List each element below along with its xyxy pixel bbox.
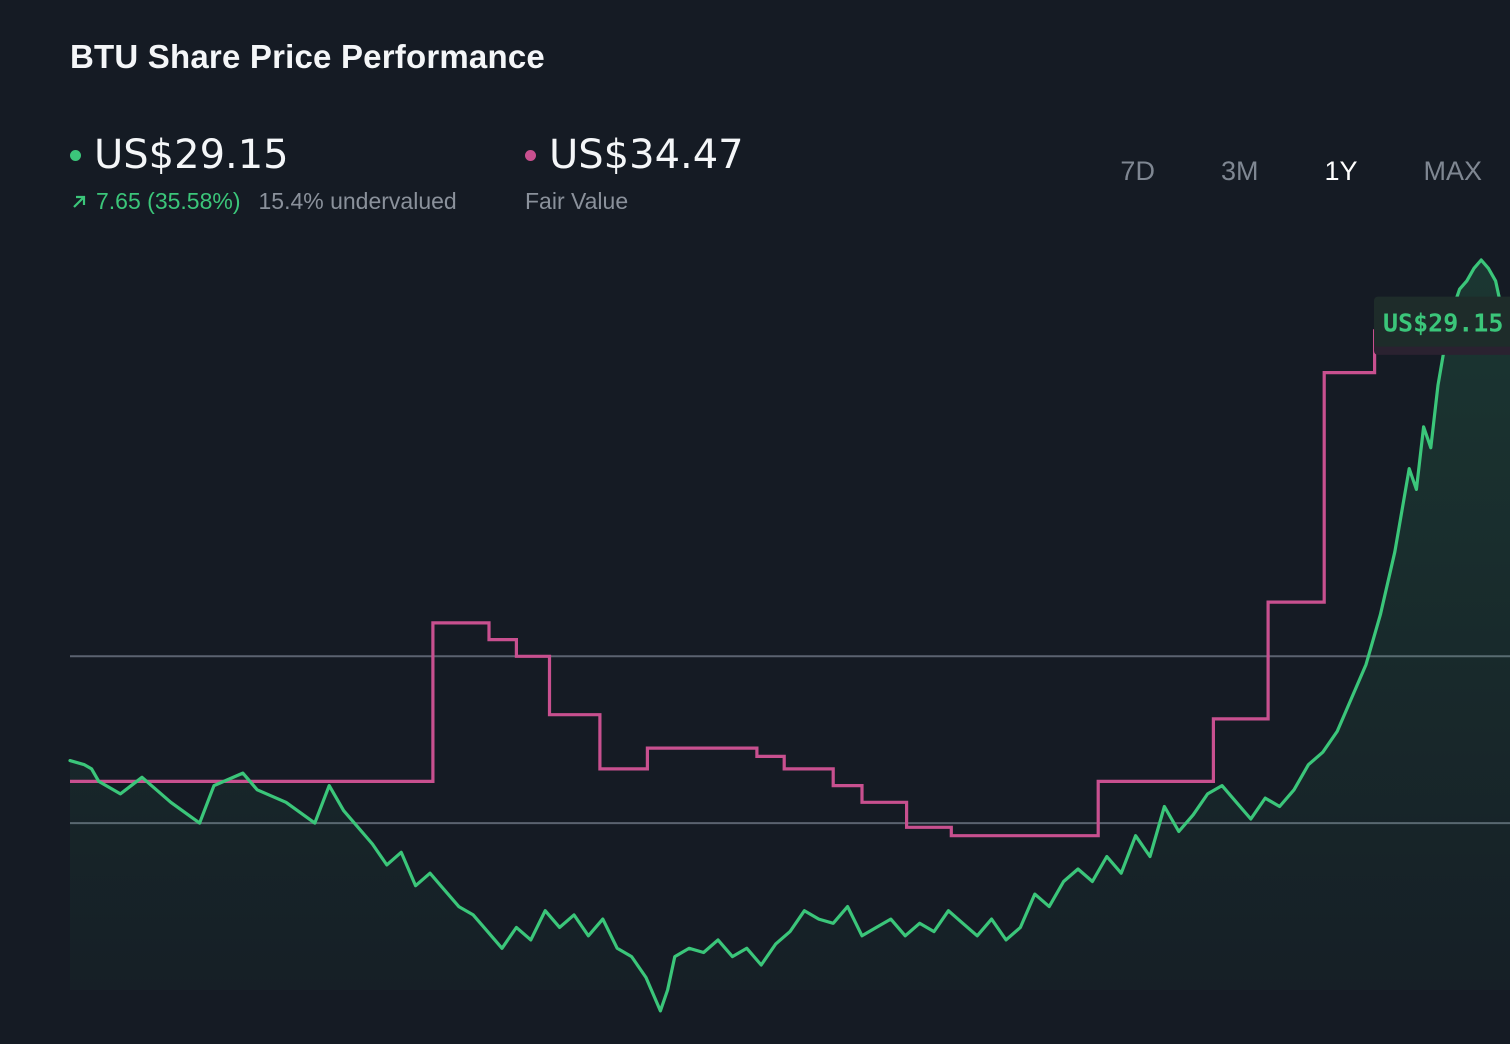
price-stat: US$29.15 7.65 (35.58%) 15.4% undervalued xyxy=(70,132,457,215)
fair-value-label: Fair Value xyxy=(525,188,629,214)
fair-value-dot-icon xyxy=(525,149,536,161)
price-change-text: 7.65 (35.58%) xyxy=(96,188,241,214)
tab-3m[interactable]: 3M xyxy=(1220,156,1259,186)
fair-value-stat: US$34.47 Fair Value xyxy=(525,132,744,215)
price-line xyxy=(68,258,1510,1013)
tab-7d[interactable]: 7D xyxy=(1120,156,1155,186)
range-tabs: 7D 3M 1Y MAX xyxy=(1054,156,1482,187)
fair-value-line xyxy=(70,329,1510,838)
tab-max[interactable]: MAX xyxy=(1423,156,1482,186)
price-end-label: US$29.15 xyxy=(1374,296,1510,347)
page-title: BTU Share Price Performance xyxy=(70,38,545,75)
price-end-label-bg xyxy=(1374,296,1510,347)
fair-value: US$34.47 xyxy=(549,132,744,178)
price-change: 7.65 (35.58%) xyxy=(70,188,240,215)
valuation-status: 15.4% undervalued xyxy=(258,188,457,214)
price-end-label-text: US$29.15 xyxy=(1383,309,1503,338)
arrow-up-right-icon xyxy=(73,195,86,208)
current-price: US$29.15 xyxy=(94,132,289,178)
price-area-fill xyxy=(70,260,1510,1011)
price-dot-icon xyxy=(70,149,81,161)
tab-1y[interactable]: 1Y xyxy=(1324,156,1358,186)
